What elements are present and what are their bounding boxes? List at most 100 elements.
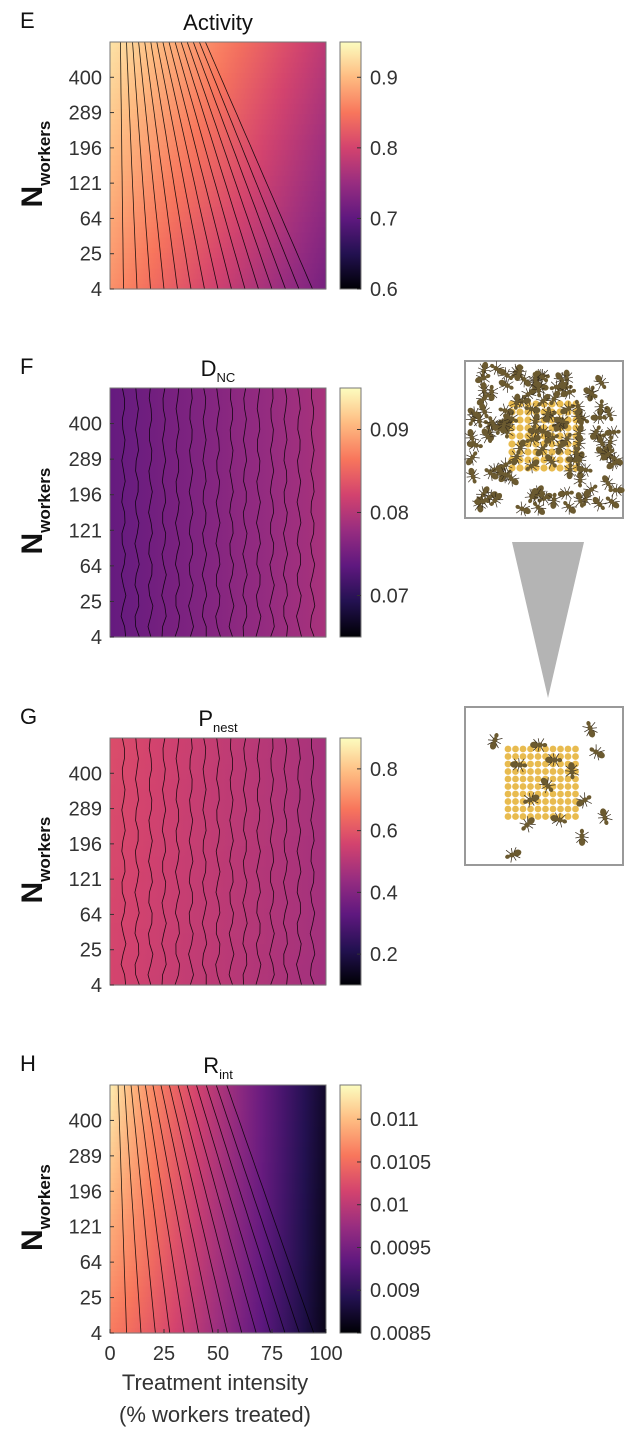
y-tick-label: 121 [69,173,102,195]
nest-cell [542,813,549,820]
heatmap-strip [110,424,326,430]
colorbar: 0.00850.0090.00950.010.01050.011 [340,1085,431,1345]
nest-cell [505,746,512,753]
y-tick-labels: 4 25 64 121 196 289 400 [69,67,114,301]
nest-cell [535,768,542,775]
heatmap-strip [110,1230,326,1236]
heatmap-strip [110,217,326,223]
y-tick-label: 289 [69,1146,102,1168]
colorbar-tick-label: 0.6 [370,821,398,843]
heatmap-strip [110,846,326,852]
y-axis-label-sub: workers [35,1164,54,1230]
colorbar-gradient [340,1085,361,1333]
nest-cell [527,783,534,790]
heatmap-strip [110,944,326,950]
nest-cell [505,753,512,760]
nest-cell [512,776,519,783]
heatmap-strip [110,1225,326,1231]
heatmap-strip [110,1281,326,1287]
x-tick-label: 75 [261,1343,283,1365]
heatmap-strip [110,461,326,467]
colorbar-tick-label: 0.0085 [370,1323,431,1345]
heatmap-strip [110,268,326,274]
nest-cell [520,813,527,820]
heatmap-strip [110,119,326,125]
y-tick-label: 64 [80,556,102,578]
colorbar-tick-label: 0.9 [370,67,398,89]
heatmap-strip [110,1132,326,1138]
heatmap-strip [110,150,326,156]
colorbar-tick-label: 0.07 [370,586,409,608]
heatmap-strip [110,601,326,607]
nest-cell [557,776,564,783]
y-tick-label: 289 [69,449,102,471]
heatmap-strip [110,1323,326,1329]
panel-f: 42564121196289400NworkersF DNC0.070.080.0… [16,354,409,649]
nest-cell [557,798,564,805]
nest-cell [557,806,564,813]
y-axis-label: Nworkers [16,468,54,555]
nest-cell [516,424,523,431]
y-tick-labels: 4 25 64 121 196 289 400 [69,763,114,997]
heatmap-strip [110,1101,326,1107]
y-tick-label: 196 [69,834,102,856]
nest-cell [505,768,512,775]
y-tick-label: 400 [69,763,102,785]
heatmap-strip [110,738,326,744]
nest-cell [516,464,523,471]
nest-cell [556,456,563,463]
heatmap-strip [110,1111,326,1117]
heatmap-strip [110,769,326,775]
panel-title-main: P [198,706,213,731]
nest-cell [572,791,579,798]
nest-cell [557,791,564,798]
heatmap-strip [110,887,326,893]
heatmap-strip [110,419,326,425]
panel-letter: H [20,1051,36,1076]
nest-cell [527,768,534,775]
nest-cell [505,813,512,820]
heatmap-strip [110,596,326,602]
nest-cell [557,768,564,775]
colorbar-tick-label: 0.0105 [370,1152,431,1174]
heatmap-strip [110,825,326,831]
nest-cell [505,798,512,805]
nest-cell [520,776,527,783]
nest-cell [512,806,519,813]
y-tick-label: 196 [69,485,102,507]
nest-cell [557,783,564,790]
nest-cell [527,776,534,783]
heatmap-strip [110,903,326,909]
y-tick-label: 4 [91,1323,102,1345]
y-axis-label: Nworkers [16,121,54,208]
heatmap-strip [110,575,326,581]
colorbar-tick-label: 0.08 [370,503,409,525]
colorbar-tick-label: 0.0095 [370,1237,431,1259]
x-tick-label: 25 [153,1343,175,1365]
arrow-triangle [512,542,584,698]
heatmap-strip [110,795,326,801]
heatmap-strip [110,227,326,233]
colorbar: 0.20.40.60.8 [340,738,398,985]
nest-cell [520,806,527,813]
panel-title-main: R [203,1053,219,1078]
heatmap-strip [110,616,326,622]
heatmap-strip [110,970,326,976]
heatmap-strip [110,1276,326,1282]
y-tick-label: 25 [80,591,102,613]
shared-x-axis: 0 25 50 75 100Treatment intensity(% workers … [104,1329,342,1427]
panel-title-main: D [201,356,217,381]
nest-cell [505,806,512,813]
panel-title: DNC [201,356,236,385]
heatmap-strip [110,1318,326,1324]
heatmap-strip [110,1297,326,1303]
heatmap-strip [110,1137,326,1143]
nest-cell [572,783,579,790]
heatmap-strip [110,466,326,472]
nest-cell [550,746,557,753]
colorbar-tick-label: 0.2 [370,944,398,966]
nest-cell [565,791,572,798]
nest-cell [512,783,519,790]
heatmap-strip [110,145,326,151]
heatmap-strip [110,502,326,508]
